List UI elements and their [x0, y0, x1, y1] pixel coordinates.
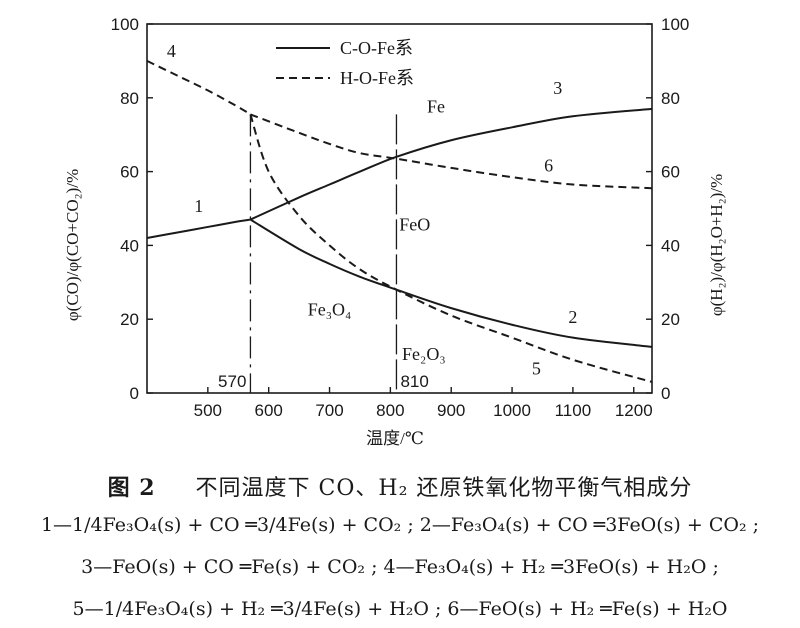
- boundary-label-570: 570: [218, 372, 246, 391]
- region-label: Fe₃O₄: [308, 300, 352, 320]
- curve-label-2: 2: [568, 307, 577, 327]
- boundary-lines: 570 810: [218, 114, 429, 393]
- series-lines: [146, 60, 653, 383]
- curve-label-6: 6: [544, 156, 553, 176]
- curve-label-5: 5: [532, 359, 541, 379]
- y-tick-label-right: 0: [661, 384, 670, 403]
- legend-label: H-O-Fe系: [340, 68, 414, 88]
- equation-line-1: 1—1/4Fe₃O₄(s) + CO ═3/4Fe(s) + CO₂ ; 2—F…: [40, 514, 760, 536]
- figure-title: 不同温度下 CO、H₂ 还原铁氧化物平衡气相成分: [195, 476, 693, 501]
- x-tick-label: 800: [376, 401, 404, 420]
- plot-frame: [146, 23, 653, 394]
- y-tick-label-right: 20: [661, 310, 680, 329]
- curve-label-3: 3: [553, 78, 562, 98]
- x-tick-label: 1200: [615, 401, 653, 420]
- x-tick-label: 1000: [493, 401, 531, 420]
- series-line-5: [249, 114, 653, 383]
- y-tick-label-left: 40: [120, 236, 139, 255]
- y-axis-left-title: φ(CO)/φ(CO+CO₂)/%: [63, 169, 82, 321]
- y-tick-label-right: 100: [661, 15, 689, 34]
- x-tick-label: 500: [194, 401, 222, 420]
- y-axis-right-title: φ(H₂)/φ(H₂O+H₂)/%: [707, 174, 726, 316]
- curve-label-1: 1: [194, 196, 203, 216]
- y-tick-label-right: 60: [661, 163, 680, 182]
- y-tick-label-left: 80: [120, 89, 139, 108]
- x-tick-label: 900: [437, 401, 465, 420]
- series-line-4: [146, 60, 251, 116]
- region-label: Fe₂O₃: [402, 344, 446, 364]
- y-tick-label-left: 60: [120, 163, 139, 182]
- figure-number: 图 2: [107, 475, 156, 501]
- y-tick-label-right: 40: [661, 236, 680, 255]
- equation-line-3: 5—1/4Fe₃O₄(s) + H₂ ═3/4Fe(s) + H₂O ; 6—F…: [72, 598, 728, 620]
- chart-labels: 1 2 3 4 5 6 Fe FeO Fe₃O₄ Fe₂O₃: [167, 41, 578, 378]
- region-label: FeO: [399, 215, 430, 235]
- x-tick-label: 700: [315, 401, 343, 420]
- y-tick-label-right: 80: [661, 89, 680, 108]
- y-tick-label-left: 0: [130, 384, 139, 403]
- y-tick-label-left: 100: [111, 15, 139, 34]
- plot-border: [146, 23, 653, 394]
- boundary-label-810: 810: [400, 372, 428, 391]
- region-label: Fe: [427, 97, 445, 117]
- series-line-1: [146, 218, 251, 240]
- x-tick-label: 600: [254, 401, 282, 420]
- series-line-6: [250, 113, 653, 190]
- legend: C-O-Fe系 H-O-Fe系: [276, 38, 414, 88]
- figure-caption: 图 2 不同温度下 CO、H₂ 还原铁氧化物平衡气相成分: [0, 470, 800, 502]
- x-axis-title: 温度/℃: [366, 429, 424, 448]
- legend-label: C-O-Fe系: [340, 38, 413, 58]
- equation-line-2: 3—FeO(s) + CO ═Fe(s) + CO₂ ; 4—Fe₃O₄(s) …: [81, 556, 719, 578]
- curve-label-4: 4: [167, 41, 176, 61]
- y-tick-label-left: 20: [120, 310, 139, 329]
- series-line-2: [249, 218, 653, 348]
- x-tick-label: 1100: [555, 401, 592, 420]
- series-line-3: [250, 107, 653, 221]
